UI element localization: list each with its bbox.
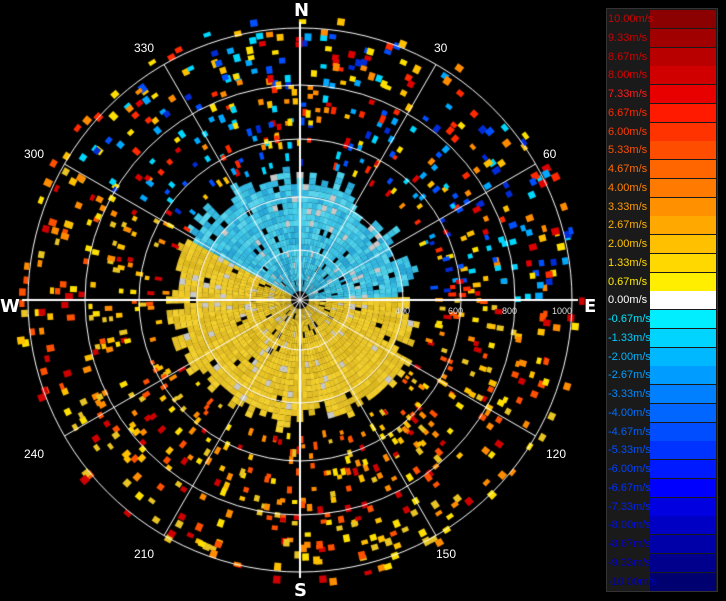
legend-label: -6.67m/s (608, 481, 651, 494)
north-label: N (294, 0, 310, 21)
bearing-120: 120 (546, 447, 567, 461)
legend-swatch (650, 403, 716, 422)
legend-swatch (650, 478, 716, 497)
legend-label: -8.00m/s (608, 519, 651, 532)
legend-swatch (650, 160, 716, 178)
legend-swatch (650, 441, 716, 460)
legend-label: -9.33m/s (608, 556, 651, 569)
radar-velocity-display[interactable] (0, 0, 600, 600)
legend-label: -4.67m/s (608, 425, 651, 438)
legend-swatch (650, 291, 716, 310)
bearing-150: 150 (436, 547, 457, 561)
legend-label: 7.33m/s (608, 88, 648, 100)
east-label: E (584, 296, 597, 317)
legend-swatch (650, 216, 716, 235)
range-label-400: 400 (395, 306, 411, 316)
legend-label: 0.00m/s (608, 294, 648, 307)
legend-label: -2.67m/s (608, 369, 651, 382)
legend-swatch (650, 197, 716, 216)
legend-label: -6.00m/s (608, 463, 651, 475)
legend-label: -2.00m/s (608, 350, 651, 363)
legend-label: 1.33m/s (608, 256, 648, 269)
legend-swatch (650, 122, 716, 141)
legend-swatch (650, 366, 716, 385)
legend-swatch (650, 253, 716, 272)
legend-label: -4.00m/s (608, 406, 651, 419)
bearing-30: 30 (434, 41, 448, 55)
legend-swatch (650, 178, 716, 197)
legend-label: -10.00m/s (608, 575, 657, 588)
range-label-600: 600 (448, 306, 464, 316)
legend-label: -7.33m/s (608, 500, 651, 513)
legend-label: -1.33m/s (608, 331, 651, 344)
legend-swatch (650, 272, 716, 291)
legend-label: 6.00m/s (608, 125, 648, 138)
legend-label: 5.33m/s (608, 144, 648, 157)
legend-swatch (650, 497, 716, 516)
legend-label: 4.67m/s (608, 163, 648, 175)
legend-swatch (650, 328, 716, 347)
legend-swatch (650, 85, 716, 103)
range-label-1000: 1000 (552, 306, 573, 316)
bearing-210: 210 (134, 547, 155, 561)
legend-label: 6.67m/s (608, 106, 648, 119)
legend-label: 9.33m/s (608, 31, 648, 44)
south-label: S (294, 580, 307, 601)
legend-swatch (650, 385, 716, 403)
legend-label: -5.33m/s (608, 444, 651, 457)
legend-label: 8.67m/s (608, 50, 648, 63)
legend-swatch (650, 235, 716, 253)
legend-label: -0.67m/s (608, 313, 651, 325)
legend-label: -3.33m/s (608, 388, 651, 400)
west-label: W (0, 296, 20, 317)
legend-label: 4.00m/s (608, 181, 648, 194)
legend-swatch (650, 66, 716, 85)
legend-label: 0.67m/s (608, 275, 648, 288)
legend-label: 10.00m/s (608, 13, 654, 25)
legend-swatch (650, 141, 716, 160)
legend-label: 2.67m/s (608, 219, 648, 232)
bearing-60: 60 (543, 147, 557, 161)
bearing-300: 300 (24, 147, 45, 161)
legend-label: -8.67m/s (608, 538, 651, 550)
legend-label: 8.00m/s (608, 69, 648, 82)
velocity-legend: 10.00m/s 9.33m/s 8.67m/s 8.00m/s 7.33m/s 6.67… (606, 8, 718, 592)
legend-label: 3.33m/s (608, 200, 648, 213)
legend-swatch (650, 103, 716, 122)
legend-swatch (650, 422, 716, 441)
range-label-800: 800 (502, 306, 518, 316)
legend-swatch (650, 347, 716, 366)
legend-swatch (650, 460, 716, 478)
legend-label: 2.00m/s (608, 238, 648, 250)
legend-swatch (650, 47, 716, 66)
legend-swatch (650, 535, 716, 553)
bearing-330: 330 (134, 41, 155, 55)
legend-swatch (650, 516, 716, 535)
legend-swatch (650, 28, 716, 47)
legend-swatch (650, 310, 716, 328)
bearing-240: 240 (24, 447, 45, 461)
legend-swatch (650, 10, 716, 28)
legend-swatch (650, 572, 716, 591)
legend-swatch (650, 553, 716, 572)
